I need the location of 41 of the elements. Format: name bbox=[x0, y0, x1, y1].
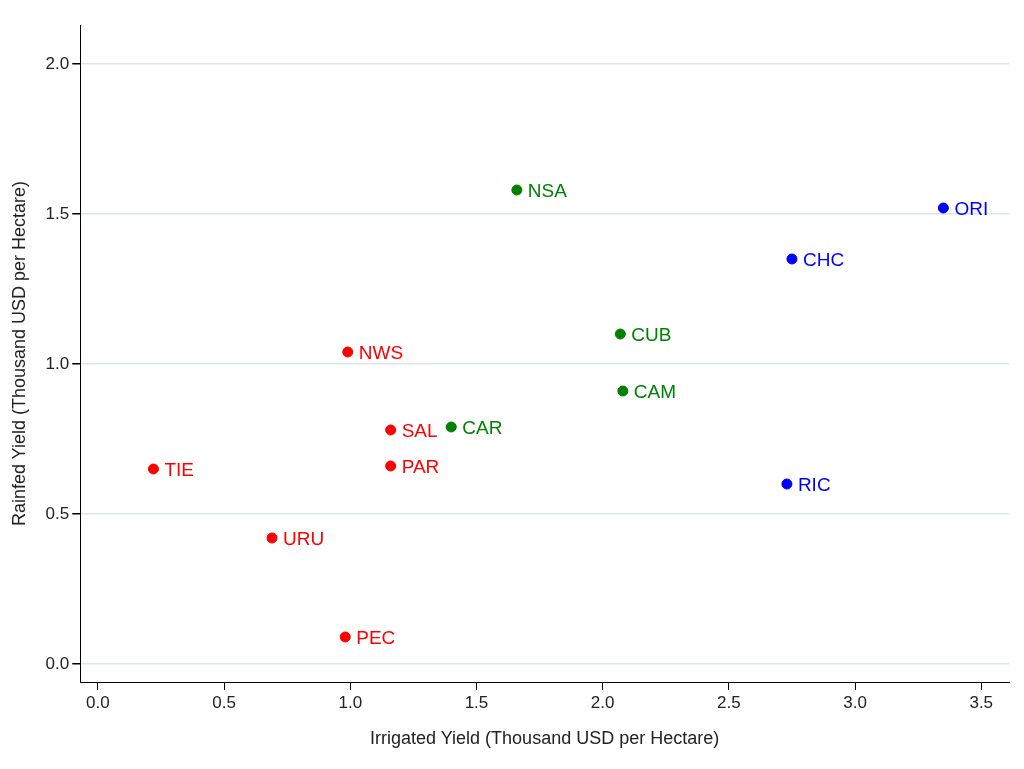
point bbox=[614, 328, 626, 340]
x-tick-label: 2.5 bbox=[717, 692, 741, 712]
point bbox=[385, 460, 397, 472]
point bbox=[385, 424, 397, 436]
annotation: RIC bbox=[797, 474, 831, 496]
x-tick-label: 3.5 bbox=[969, 692, 994, 712]
point bbox=[266, 532, 278, 544]
point bbox=[511, 184, 523, 196]
point bbox=[339, 631, 351, 643]
annotation: PEC bbox=[356, 627, 396, 649]
point bbox=[786, 253, 798, 265]
annotation: NWS bbox=[358, 342, 404, 364]
y-tick-label: 1.5 bbox=[45, 203, 70, 223]
x-tick-label: 1.0 bbox=[338, 692, 363, 712]
x-tick-label: 0.0 bbox=[86, 692, 110, 712]
annotation: CUB bbox=[631, 324, 672, 346]
y-tick-label: 0.5 bbox=[45, 503, 70, 523]
annotation: TIE bbox=[164, 459, 194, 481]
point bbox=[445, 421, 457, 433]
annotation: ORI bbox=[954, 198, 989, 220]
annotation: PAR bbox=[401, 456, 440, 478]
point bbox=[781, 478, 793, 490]
x-tick-label: 1.5 bbox=[464, 692, 489, 712]
point bbox=[937, 202, 949, 214]
x-tick-label: 3.0 bbox=[843, 692, 867, 712]
y-tick-label: 0.0 bbox=[45, 653, 70, 673]
point bbox=[147, 463, 159, 475]
annotation: CAM bbox=[633, 381, 677, 403]
y-axis-title: Rainfed Yield (Thousand USD per Hectare) bbox=[8, 180, 29, 527]
annotation: URU bbox=[283, 528, 325, 550]
point bbox=[342, 346, 354, 358]
x-axis-title: Irrigated Yield (Thousand USD per Hectare) bbox=[370, 728, 720, 749]
y-tick-label: 1.0 bbox=[45, 353, 70, 373]
annotation: CAR bbox=[462, 417, 503, 439]
annotation: NSA bbox=[527, 180, 568, 202]
y-tick-label: 2.0 bbox=[45, 53, 70, 73]
point bbox=[617, 385, 629, 397]
x-tick-label: 0.5 bbox=[212, 692, 236, 712]
annotation: SAL bbox=[401, 420, 438, 442]
x-tick-label: 2.0 bbox=[590, 692, 615, 712]
annotation: CHC bbox=[802, 249, 845, 271]
